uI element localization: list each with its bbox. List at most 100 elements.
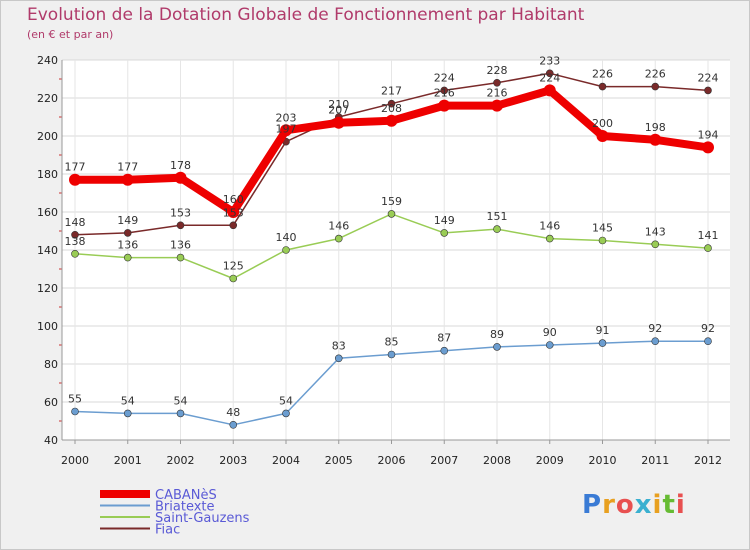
data-point (227, 206, 240, 218)
data-label: 203 (276, 111, 297, 124)
data-label: 146 (328, 220, 349, 233)
x-tick-label: 2001 (114, 454, 142, 467)
data-label: 153 (170, 206, 191, 219)
data-label: 92 (701, 322, 715, 335)
legend-label: CABANèS (155, 488, 217, 503)
data-label: 146 (539, 220, 560, 233)
data-label: 216 (434, 87, 455, 100)
data-point (385, 114, 398, 127)
data-point (649, 133, 662, 146)
y-tick-label: 120 (37, 282, 58, 295)
proxiti-logo: Proxiti (582, 490, 686, 520)
data-label: 141 (698, 229, 719, 242)
data-label: 92 (648, 322, 662, 335)
legend-label: Briatexte (155, 500, 215, 515)
x-tick-label: 2000 (61, 454, 89, 467)
data-label: 177 (117, 161, 138, 174)
x-tick-label: 2002 (167, 454, 195, 467)
data-point (123, 229, 132, 237)
chart-subtitle: (en € et par an) (27, 28, 114, 41)
y-tick-label: 140 (37, 244, 58, 257)
data-label: 178 (170, 159, 191, 172)
data-point (71, 407, 79, 416)
data-label: 153 (223, 206, 244, 219)
data-label: 151 (487, 210, 508, 223)
x-tick-label: 2012 (694, 454, 722, 467)
data-label: 136 (117, 239, 138, 252)
x-tick-label: 2006 (378, 454, 406, 467)
x-tick-label: 2009 (536, 454, 564, 467)
data-label: 197 (276, 123, 297, 136)
data-label: 148 (65, 216, 86, 229)
logo-letter: x (634, 490, 653, 520)
data-point (69, 173, 81, 186)
data-point (282, 409, 290, 418)
legend-label: Saint-Gauzens (155, 511, 250, 526)
data-point (491, 99, 503, 112)
data-label: 54 (279, 394, 293, 407)
y-tick-label: 100 (37, 320, 58, 333)
data-label: 217 (381, 85, 402, 98)
data-point (174, 171, 187, 184)
data-point (123, 253, 132, 262)
data-label: 198 (645, 121, 666, 134)
data-point (704, 244, 712, 252)
data-point (280, 124, 292, 137)
logo-letter: i (675, 490, 686, 520)
data-point (334, 234, 343, 243)
data-label: 159 (381, 195, 402, 208)
x-tick-label: 2005 (325, 454, 353, 467)
data-label: 125 (223, 260, 244, 273)
data-point (176, 409, 185, 418)
data-point (651, 337, 660, 346)
y-tick-label: 240 (37, 54, 58, 67)
y-tick-label: 180 (37, 168, 58, 181)
data-point (229, 420, 238, 429)
data-point (651, 82, 660, 91)
data-point (229, 274, 238, 283)
chart-title: Evolution de la Dotation Globale de Fonc… (27, 5, 585, 25)
data-point (704, 86, 712, 95)
data-label: 54 (121, 394, 135, 407)
data-label: 208 (381, 102, 402, 115)
data-label: 145 (592, 222, 613, 235)
data-point (545, 69, 554, 78)
data-label: 87 (437, 332, 451, 345)
data-point (123, 409, 132, 418)
data-point (493, 225, 501, 233)
logo-letter: P (582, 490, 603, 520)
data-label: 207 (328, 104, 349, 117)
y-tick-label: 60 (44, 396, 58, 409)
data-point (176, 221, 185, 230)
data-label: 85 (385, 336, 399, 349)
data-point (71, 231, 79, 239)
data-label: 54 (174, 394, 188, 407)
logo-letter: i (652, 490, 663, 520)
data-point (543, 84, 556, 97)
data-point (229, 221, 238, 230)
data-label: 224 (539, 71, 560, 84)
data-label: 210 (328, 98, 349, 111)
data-point (598, 236, 607, 245)
data-point (493, 79, 501, 87)
data-label: 226 (592, 68, 613, 81)
logo-letter: o (615, 490, 635, 520)
data-point (71, 250, 79, 258)
data-point (598, 82, 607, 91)
data-point (545, 234, 554, 243)
y-tick-label: 160 (37, 206, 58, 219)
data-point (121, 173, 134, 186)
data-point (438, 99, 451, 112)
data-point (176, 253, 185, 262)
y-tick-label: 40 (44, 434, 58, 447)
data-label: 136 (170, 239, 191, 252)
data-point (545, 341, 554, 349)
data-point (440, 346, 449, 355)
legend-label: Fiac (155, 523, 180, 538)
data-point (282, 246, 290, 254)
data-label: 90 (543, 326, 557, 339)
data-label: 149 (117, 214, 138, 227)
data-label: 138 (65, 235, 86, 248)
data-point (387, 210, 396, 218)
data-point (387, 350, 396, 359)
